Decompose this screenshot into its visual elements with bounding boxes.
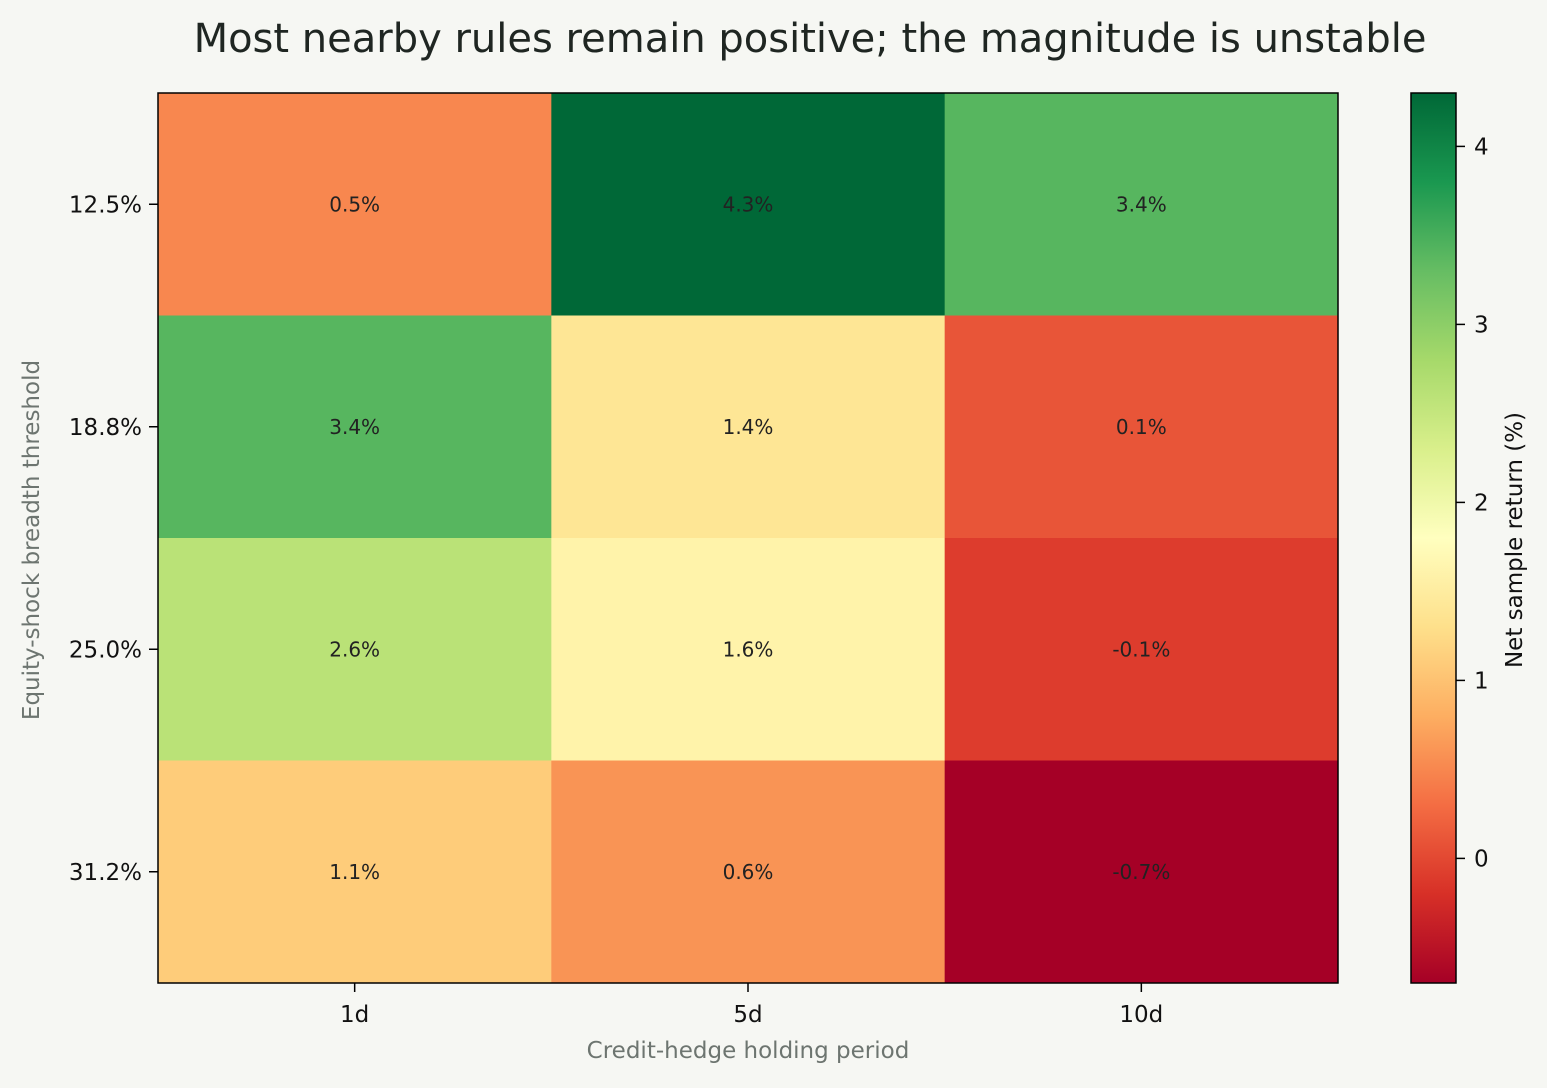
heatmap-cell	[158, 315, 552, 539]
colorbar-ticks: 0 1 2 3 4	[1456, 134, 1489, 872]
heatmap-cell	[158, 760, 552, 984]
cell-value-label: 3.4%	[1116, 192, 1167, 216]
cell-value-label: 0.6%	[723, 860, 774, 884]
y-tick-label: 18.8%	[69, 415, 142, 441]
colorbar-tick-label: 0	[1474, 846, 1489, 872]
chart-title: Most nearby rules remain positive; the m…	[194, 16, 1427, 62]
cell-value-label: 1.6%	[723, 637, 774, 661]
heatmap-cell	[551, 760, 946, 984]
heatmap-cell	[944, 315, 1339, 539]
cell-value-label: 1.1%	[329, 860, 380, 884]
y-axis-ticks: 12.5% 18.8% 25.0% 31.2%	[69, 192, 158, 886]
cell-value-label: 4.3%	[723, 192, 774, 216]
x-tick-label: 10d	[1119, 1002, 1163, 1028]
y-tick-label: 12.5%	[69, 192, 142, 218]
x-axis-ticks: 1d 5d 10d	[340, 983, 1163, 1028]
heatmap-cell	[551, 93, 946, 316]
cell-value-label: 3.4%	[329, 415, 380, 439]
cell-value-label: 1.4%	[723, 415, 774, 439]
x-axis-label: Credit-hedge holding period	[587, 1038, 910, 1064]
colorbar: 0 1 2 3 4	[1410, 92, 1489, 984]
colorbar-tick-label: 2	[1474, 490, 1489, 516]
colorbar-label: Net sample return (%)	[1502, 412, 1528, 668]
heatmap-cell	[944, 538, 1339, 761]
heatmap-cell	[551, 315, 946, 539]
heatmap-cells: 0.5% 4.3% 3.4% 3.4% 1.4% 0.1% 2.6% 1.6% -0.1% 1.1…	[158, 93, 1339, 984]
colorbar-gradient	[1410, 92, 1457, 984]
cell-value-label: 2.6%	[329, 637, 380, 661]
colorbar-tick-label: 1	[1474, 668, 1489, 694]
x-tick-label: 5d	[733, 1002, 762, 1028]
cell-value-label: -0.7%	[1112, 860, 1170, 884]
heatmap-cell	[944, 760, 1339, 984]
cell-value-label: 0.5%	[329, 192, 380, 216]
y-axis-label: Equity-shock breadth threshold	[19, 360, 45, 720]
colorbar-tick-label: 3	[1474, 312, 1489, 338]
heatmap-cell	[551, 538, 946, 761]
heatmap-cell	[944, 93, 1339, 316]
heatmap-cell	[158, 93, 552, 316]
cell-value-label: 0.1%	[1116, 415, 1167, 439]
y-tick-label: 31.2%	[69, 860, 142, 886]
x-tick-label: 1d	[340, 1002, 369, 1028]
heatmap-cell	[158, 538, 552, 761]
colorbar-tick-label: 4	[1474, 134, 1489, 160]
y-tick-label: 25.0%	[69, 637, 142, 663]
cell-value-label: -0.1%	[1112, 637, 1170, 661]
